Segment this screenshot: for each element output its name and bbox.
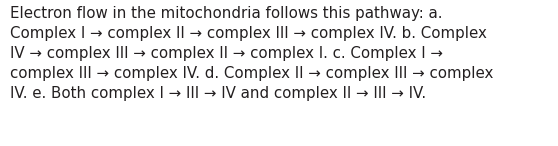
Text: Electron flow in the mitochondria follows this pathway: a.
Complex I → complex I: Electron flow in the mitochondria follow… <box>10 6 493 101</box>
